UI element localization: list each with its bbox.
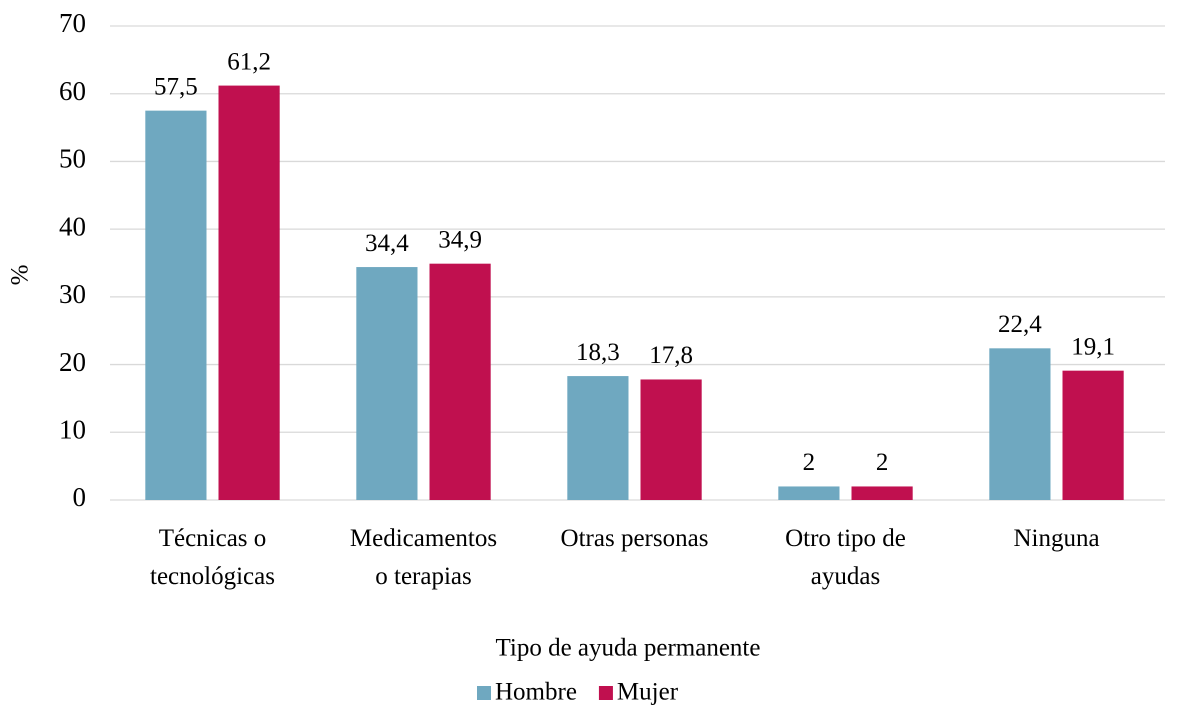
bar [567, 376, 629, 500]
bar [989, 348, 1051, 500]
y-tick-label: 10 [59, 414, 86, 444]
x-tick-label: Otro tipo de ayudas [785, 525, 906, 590]
bar [145, 110, 207, 501]
x-axis-label: Tipo de ayuda permanente [496, 635, 761, 662]
y-tick-label: 20 [59, 347, 86, 377]
legend-label: Hombre [495, 679, 577, 706]
x-tick-label: Medicamentos o terapias [350, 525, 497, 590]
legend-swatch [598, 686, 613, 700]
bar [218, 85, 280, 501]
bar [356, 267, 418, 500]
y-axis-label: % [7, 265, 34, 286]
y-tick-label: 70 [59, 8, 86, 38]
bar [778, 486, 840, 500]
y-tick-label: 30 [59, 279, 86, 309]
x-tick-label: Ninguna [1013, 525, 1099, 552]
y-tick-label: 60 [59, 76, 86, 106]
y-tick-label: 50 [59, 144, 86, 174]
value-label: 18,3 [576, 339, 620, 366]
value-label: 19,1 [1071, 333, 1115, 360]
bar [1062, 370, 1124, 500]
y-tick-label: 0 [73, 482, 87, 512]
value-label: 34,9 [438, 226, 482, 253]
value-label: 2 [876, 449, 889, 476]
x-tick-label: Otras personas [561, 525, 709, 552]
value-label: 17,8 [649, 342, 693, 369]
x-tick-label: Técnicas o tecnológicas [150, 525, 275, 590]
legend-swatch [477, 686, 491, 700]
bar [429, 263, 491, 500]
y-tick-label: 40 [59, 211, 86, 241]
value-label: 22,4 [998, 311, 1042, 338]
value-label: 61,2 [227, 48, 271, 75]
value-label: 2 [803, 449, 816, 476]
bar [851, 486, 913, 500]
legend-label: Mujer [617, 679, 679, 706]
bar [640, 379, 702, 500]
value-label: 57,5 [154, 73, 198, 100]
value-label: 34,4 [365, 230, 409, 257]
